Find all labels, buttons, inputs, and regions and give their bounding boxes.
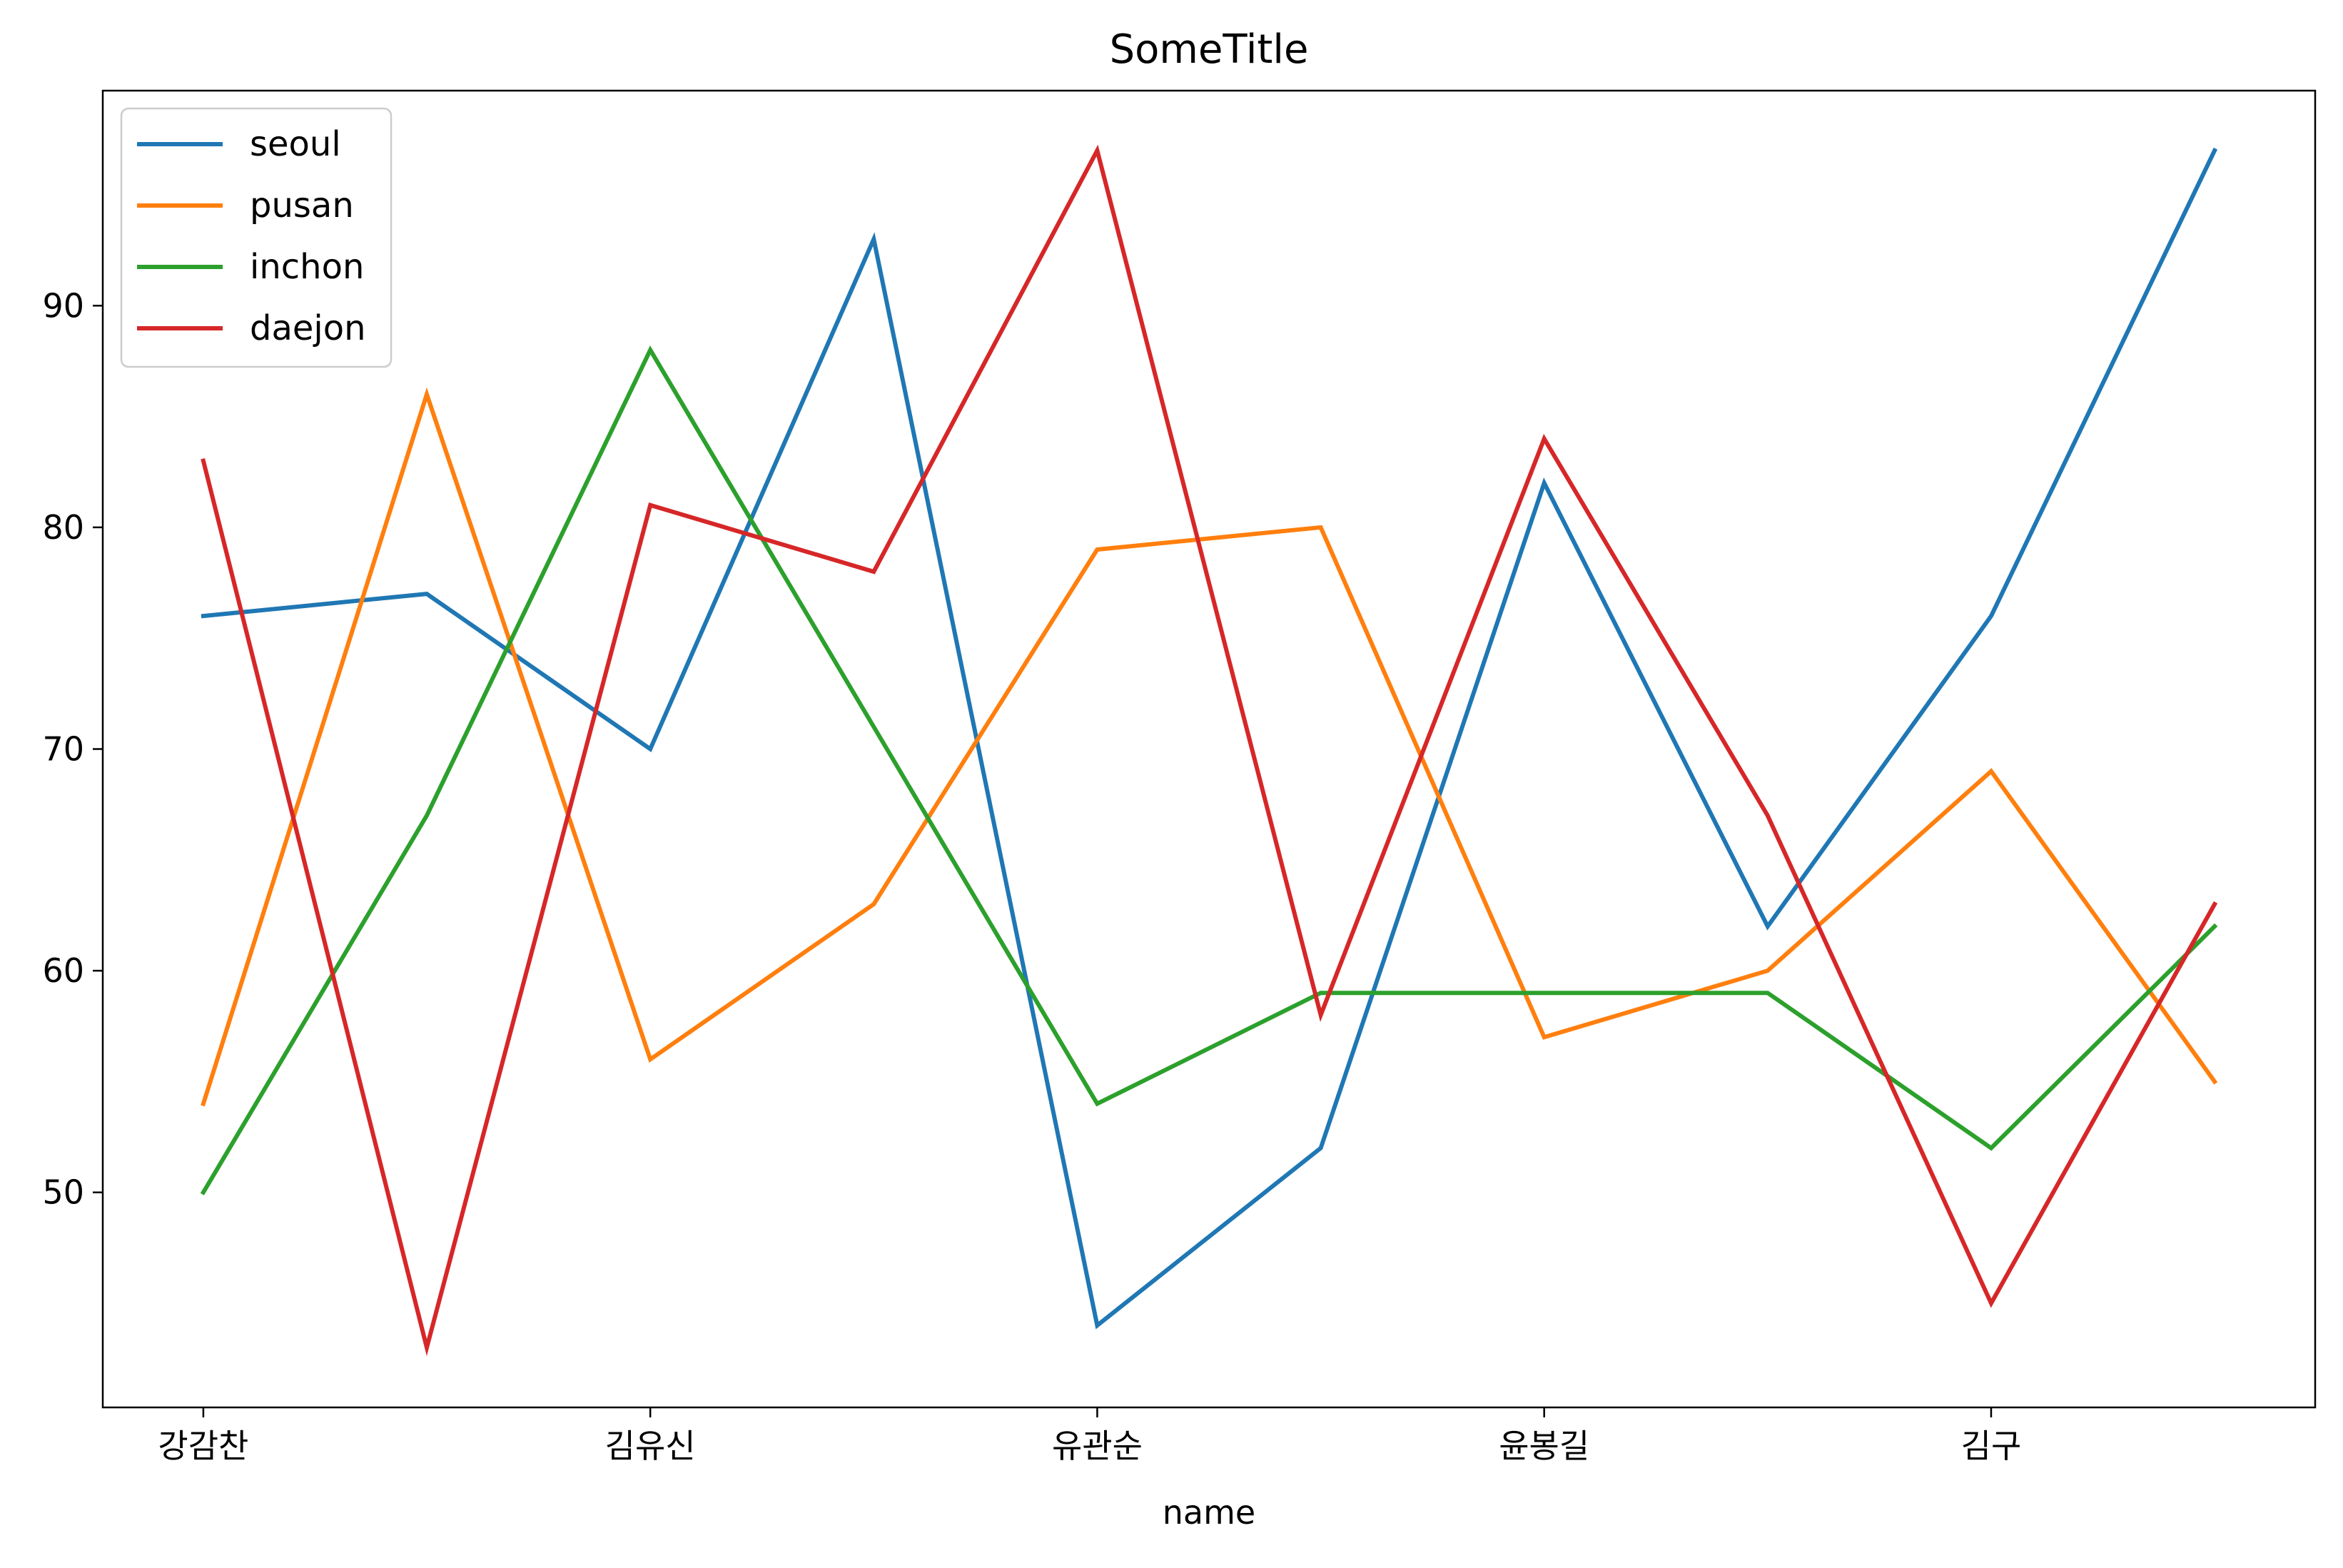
x-tick-label: 유관순 xyxy=(1052,1427,1143,1465)
series-line-inchon xyxy=(200,345,2218,1195)
legend-label-seoul: seoul xyxy=(250,124,341,164)
legend-label-daejon: daejon xyxy=(250,308,366,348)
series-lines xyxy=(200,144,2218,1357)
series-line-pusan xyxy=(201,387,2218,1107)
x-tick-label: 강감찬 xyxy=(158,1427,248,1465)
x-tick-label: 윤봉길 xyxy=(1499,1427,1589,1465)
y-tick-label: 90 xyxy=(42,286,84,325)
series-line-seoul xyxy=(201,147,2218,1330)
legend-box xyxy=(120,107,393,368)
x-axis-label: name xyxy=(1163,1493,1255,1532)
legend-label-pusan: pusan xyxy=(250,186,354,226)
y-axis-ticks: 50 60 70 80 90 xyxy=(42,286,103,1212)
y-tick-label: 50 xyxy=(42,1173,84,1212)
x-tick-label: 김구 xyxy=(1961,1427,2022,1465)
legend-label-inchon: inchon xyxy=(250,247,364,287)
y-tick-label: 60 xyxy=(42,951,84,990)
plot-area xyxy=(103,91,2315,1407)
series-line-daejon xyxy=(201,144,2218,1357)
x-axis-ticks: 강감찬 김유신 유관순 윤봉길 김구 xyxy=(158,1407,2021,1465)
chart-title: SomeTitle xyxy=(1110,26,1309,73)
legend: seoul pusan inchon daejon xyxy=(120,107,393,368)
y-tick-label: 80 xyxy=(42,508,84,547)
legend-items: seoul pusan inchon daejon xyxy=(137,124,366,348)
x-tick-label: 김유신 xyxy=(605,1427,696,1465)
y-tick-label: 70 xyxy=(42,730,84,769)
